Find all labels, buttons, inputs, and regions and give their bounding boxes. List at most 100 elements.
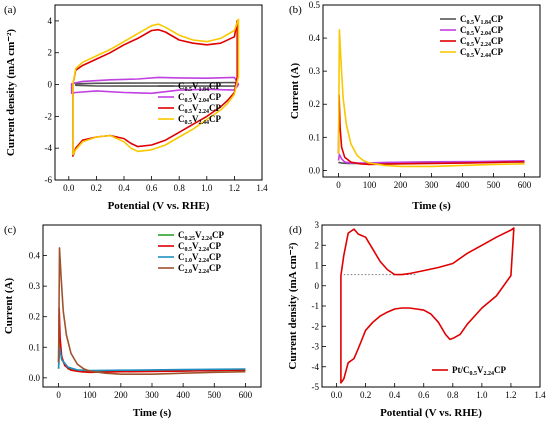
y-tick-label: -2	[312, 321, 320, 331]
x-tick-label: 1.2	[505, 390, 516, 400]
series-line-2	[337, 94, 525, 166]
legend-entry: C0.5V2.04CP	[460, 25, 503, 37]
legend-entry: C0.5V2.44CP	[460, 47, 503, 59]
panel-label: (c)	[4, 224, 17, 236]
y-tick-label: 0.1	[309, 132, 320, 142]
y-tick-label: 4	[48, 16, 53, 26]
plot-frame	[321, 224, 541, 388]
x-tick-label: 600	[518, 180, 532, 190]
plot-frame	[54, 4, 263, 181]
x-tick-label: 0.6	[146, 183, 158, 193]
x-tick-label: 500	[487, 180, 501, 190]
y-tick-label: -6	[45, 175, 53, 185]
y-tick-label: 3	[315, 220, 320, 230]
legend-entry: C0.5V2.24CP	[460, 36, 503, 48]
x-tick-label: 0.0	[63, 183, 75, 193]
y-tick-label: -3	[312, 342, 320, 352]
panel-a: 0.0 0.2 0.4 0.6 0.8 1.0 1.2 1.4 -6 -4 -2 0 2 4 Potenti…	[4, 4, 268, 212]
y-tick-label: 0.2	[29, 312, 40, 322]
x-tick-label: 0	[336, 180, 341, 190]
legend-entry: C2.0V2.24CP	[178, 263, 221, 275]
legend: C0.5V1.84CPC0.5V2.04CPC0.5V2.24CPC0.5V2.…	[440, 14, 503, 59]
x-tick-label: 1.2	[229, 183, 240, 193]
y-tick-label: -5	[312, 382, 320, 392]
x-tick-label: 600	[239, 390, 253, 400]
y-tick-label: 0.3	[29, 281, 41, 291]
panel-b: 0 100 200 300 400 500 600 0.0 0.1 0.2 0.3 0.4 0.5 Tim…	[289, 0, 541, 212]
y-tick-label: 2	[315, 240, 320, 250]
x-axis-label: Potential (V vs. RHE)	[108, 200, 210, 212]
x-tick-label: 0.2	[360, 390, 371, 400]
legend-entry: C0.5V1.84CP	[460, 14, 503, 26]
y-axis-label: Current density (mA cm⁻²)	[287, 242, 299, 369]
series-line-2	[72, 20, 238, 157]
x-tick-label: 500	[208, 390, 222, 400]
legend-entry: Pt/C0.5V2.24CP	[452, 365, 506, 377]
panel-label: (b)	[289, 4, 302, 16]
x-tick-label: 0.8	[447, 390, 459, 400]
series-line-2	[57, 346, 246, 372]
x-tick-label: 400	[176, 390, 190, 400]
x-tick-label: 100	[83, 390, 97, 400]
x-axis-label: Time (s)	[412, 200, 451, 212]
legend-entry: C0.5V2.04CP	[178, 92, 221, 104]
y-tick-label: 1	[315, 261, 320, 271]
y-tick-label: 0.4	[309, 33, 321, 43]
y-tick-label: 0.0	[309, 165, 321, 175]
x-tick-label: 300	[145, 390, 159, 400]
x-tick-label: 100	[363, 180, 377, 190]
panel-c: 0 100 200 300 400 500 600 0.0 0.1 0.2 0.3 0.4 Time (…	[3, 224, 262, 419]
legend-entry: C0.25V2.24CP	[178, 230, 224, 242]
legend-entry: C0.5V2.44CP	[178, 114, 221, 126]
legend: Pt/C0.5V2.24CP	[432, 365, 506, 377]
x-tick-label: 300	[425, 180, 439, 190]
x-tick-label: 0	[56, 390, 61, 400]
legend: C0.25V2.24CPC0.5V2.24CPC1.0V2.24CPC2.0V2…	[158, 230, 224, 275]
panel-d: 0.0 0.2 0.4 0.6 0.8 1.0 1.2 1.4 -5 -4 -3 -2 -1 0 1 2 3 Po…	[287, 220, 546, 419]
y-axis-label: Current (A)	[289, 63, 301, 120]
series-line-1	[57, 307, 246, 374]
y-tick-label: 0	[48, 80, 53, 90]
x-tick-label: 0.4	[118, 183, 130, 193]
x-tick-label: 1.4	[256, 183, 268, 193]
series-line-0	[57, 340, 246, 373]
x-axis-label: Potential (V vs. RHE)	[380, 407, 482, 419]
y-tick-label: 0.0	[29, 373, 41, 383]
x-tick-label: 200	[394, 180, 408, 190]
y-axis-label: Current (A)	[3, 278, 15, 335]
x-tick-label: 0.2	[91, 183, 102, 193]
y-tick-label: 0.1	[29, 342, 40, 352]
x-tick-label: 1.0	[476, 390, 488, 400]
y-tick-label: 0.4	[29, 251, 41, 261]
x-axis-label: Time (s)	[133, 407, 172, 419]
panel-label: (a)	[4, 4, 17, 16]
x-tick-label: 0.0	[331, 390, 343, 400]
series-line-3	[72, 18, 240, 156]
y-tick-label: 0.5	[309, 0, 321, 10]
y-tick-label: 0.2	[309, 99, 320, 109]
y-tick-label: 0.3	[309, 66, 321, 76]
x-tick-label: 1.4	[534, 390, 546, 400]
x-tick-label: 200	[114, 390, 128, 400]
y-tick-label: -2	[45, 111, 53, 121]
legend-entry: C1.0V2.24CP	[178, 252, 221, 264]
y-tick-label: -4	[312, 362, 320, 372]
series-line-0	[340, 227, 515, 384]
panel-label: (d)	[289, 224, 302, 236]
x-tick-label: 0.6	[418, 390, 430, 400]
x-tick-label: 1.0	[201, 183, 213, 193]
legend-entry: C0.5V2.24CP	[178, 241, 221, 253]
x-tick-label: 0.4	[389, 390, 401, 400]
legend-entry: C0.5V2.24CP	[178, 103, 221, 115]
y-tick-label: -4	[45, 143, 53, 153]
series-line-3	[337, 29, 525, 168]
y-tick-label: 2	[48, 48, 53, 58]
x-tick-label: 400	[456, 180, 470, 190]
series-line-3	[57, 247, 246, 375]
legend: C0.5V1.84CPC0.5V2.04CPC0.5V2.24CPC0.5V2.…	[158, 81, 221, 126]
x-tick-label: 0.8	[174, 183, 186, 193]
y-tick-label: 0	[315, 281, 320, 291]
y-axis-label: Current density (mA cm⁻²)	[5, 29, 17, 156]
legend-entry: C0.5V1.84CP	[178, 81, 221, 93]
